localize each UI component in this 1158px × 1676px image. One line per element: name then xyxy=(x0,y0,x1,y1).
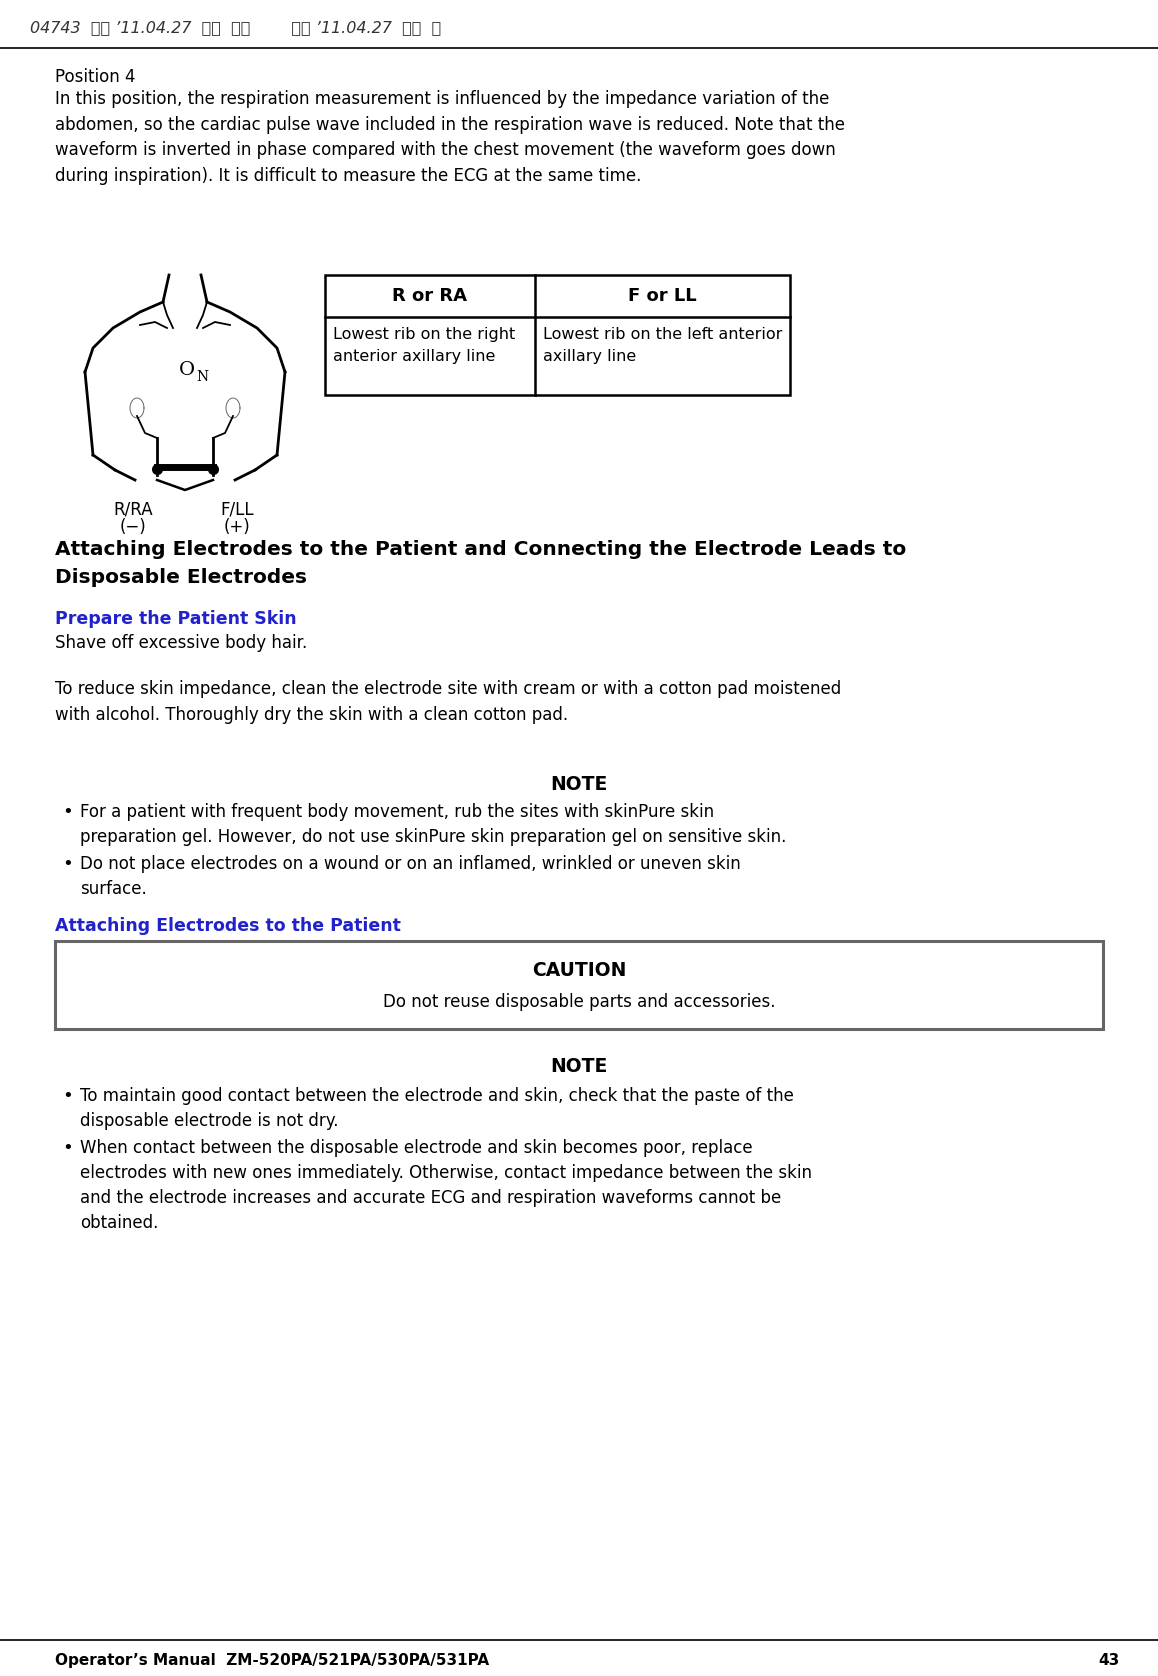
Text: •: • xyxy=(63,855,73,873)
Text: Position 4: Position 4 xyxy=(54,69,135,85)
Text: To maintain good contact between the electrode and skin, check that the paste of: To maintain good contact between the ele… xyxy=(80,1088,794,1130)
Text: 04743  作成 ’11.04.27  阿山  悠己        承認 ’11.04.27  真柄  瞀: 04743 作成 ’11.04.27 阿山 悠己 承認 ’11.04.27 真柄… xyxy=(30,20,441,35)
Text: N: N xyxy=(196,370,208,384)
Text: Do not place electrodes on a wound or on an inflamed, wrinkled or uneven skin
su: Do not place electrodes on a wound or on… xyxy=(80,855,741,898)
Text: (+): (+) xyxy=(223,518,250,536)
Text: R/RA: R/RA xyxy=(113,499,153,518)
Text: Prepare the Patient Skin: Prepare the Patient Skin xyxy=(54,610,296,628)
Text: For a patient with frequent body movement, rub the sites with skinPure skin
prep: For a patient with frequent body movemen… xyxy=(80,803,786,846)
Bar xyxy=(54,940,1104,1029)
Text: F or LL: F or LL xyxy=(628,287,697,305)
Text: When contact between the disposable electrode and skin becomes poor, replace
ele: When contact between the disposable elec… xyxy=(80,1140,812,1232)
Text: Lowest rib on the left anterior
axillary line: Lowest rib on the left anterior axillary… xyxy=(543,327,783,364)
Text: •: • xyxy=(63,1140,73,1156)
Text: O: O xyxy=(179,360,195,379)
Text: NOTE: NOTE xyxy=(550,1058,608,1076)
Text: Lowest rib on the right
anterior axillary line: Lowest rib on the right anterior axillar… xyxy=(334,327,515,364)
Text: F/LL: F/LL xyxy=(220,499,254,518)
Text: Do not reuse disposable parts and accessories.: Do not reuse disposable parts and access… xyxy=(383,992,775,1011)
Text: Operator’s Manual  ZM-520PA/521PA/530PA/531PA: Operator’s Manual ZM-520PA/521PA/530PA/5… xyxy=(54,1653,489,1668)
Text: (−): (−) xyxy=(119,518,146,536)
Text: •: • xyxy=(63,1088,73,1104)
Text: NOTE: NOTE xyxy=(550,774,608,794)
Text: Shave off excessive body hair.: Shave off excessive body hair. xyxy=(54,634,307,652)
Bar xyxy=(325,275,790,396)
Text: R or RA: R or RA xyxy=(393,287,468,305)
Text: To reduce skin impedance, clean the electrode site with cream or with a cotton p: To reduce skin impedance, clean the elec… xyxy=(54,680,841,724)
Text: 43: 43 xyxy=(1099,1653,1120,1668)
Text: •: • xyxy=(63,803,73,821)
Text: Attaching Electrodes to the Patient and Connecting the Electrode Leads to: Attaching Electrodes to the Patient and … xyxy=(54,540,907,560)
Text: CAUTION: CAUTION xyxy=(532,960,626,980)
Text: Attaching Electrodes to the Patient: Attaching Electrodes to the Patient xyxy=(54,917,401,935)
Text: Disposable Electrodes: Disposable Electrodes xyxy=(54,568,307,587)
Text: In this position, the respiration measurement is influenced by the impedance var: In this position, the respiration measur… xyxy=(54,91,845,184)
